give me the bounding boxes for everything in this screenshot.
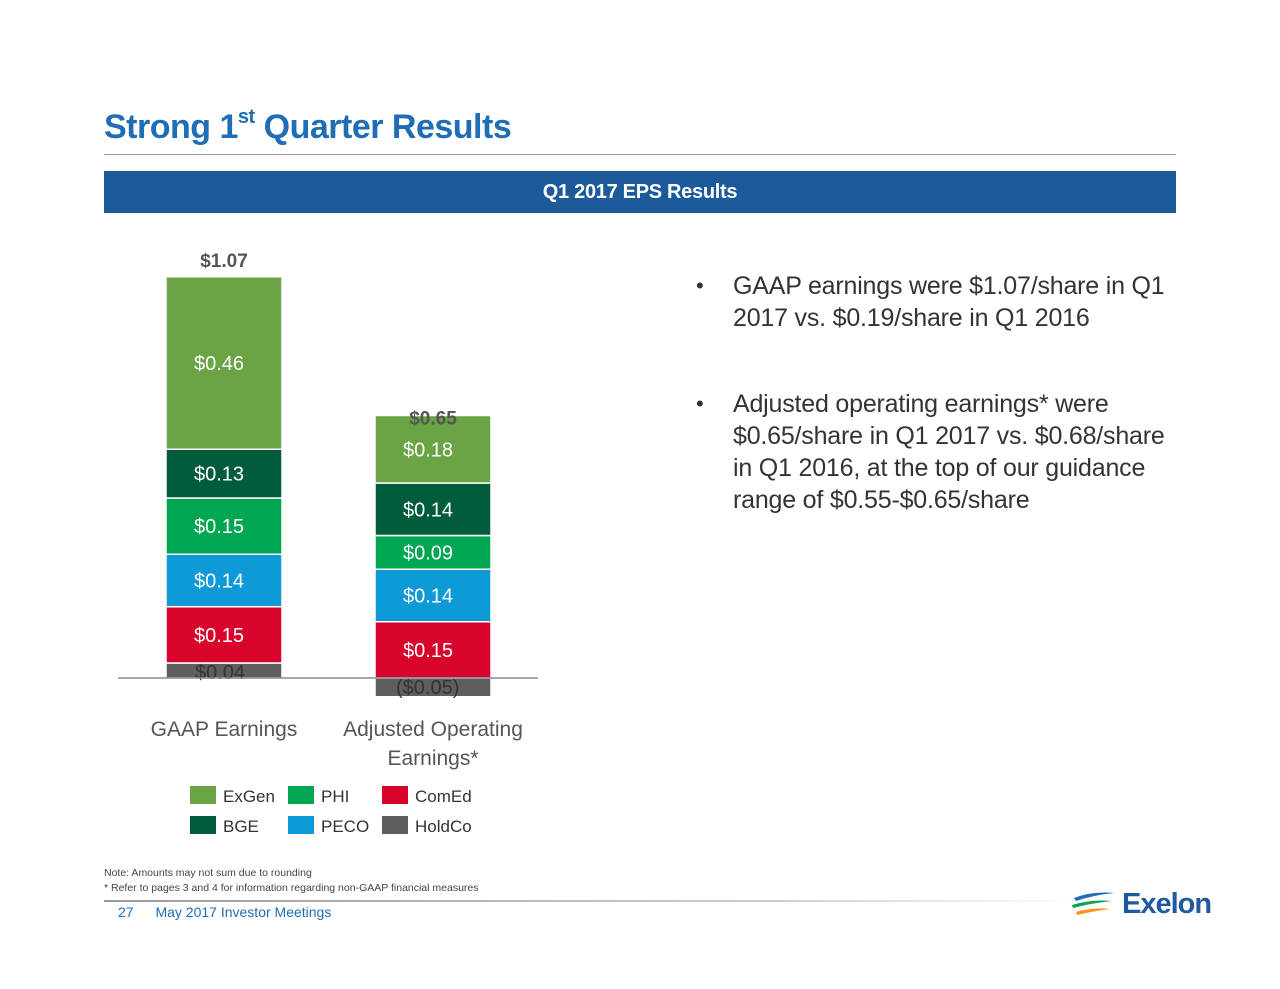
legend-label-exgen: ExGen [223, 787, 275, 806]
bar-total-label: $0.65 [409, 408, 457, 429]
legend-swatch-comed [382, 786, 408, 804]
title-divider [104, 154, 1176, 155]
footer-event: May 2017 Investor Meetings [155, 904, 332, 920]
legend-label-comed: ComEd [415, 787, 472, 806]
exelon-swoosh-icon [1072, 892, 1114, 915]
bar-value-label-phi: $0.09 [403, 542, 453, 564]
banner-title: Q1 2017 EPS Results [542, 180, 738, 203]
title-rest: Quarter Results [254, 108, 512, 146]
bullet-gaap-text: GAAP earnings were $1.07/share in Q1 201… [733, 272, 1165, 332]
bar-total-label: $1.07 [200, 251, 248, 272]
exelon-logo: Exelon [1070, 884, 1212, 924]
legend-label-holdco: HoldCo [415, 817, 472, 836]
title-superscript: st [237, 106, 255, 128]
bar-segment-bge [374, 482, 492, 537]
footnote-rounding: Note: Amounts may not sum due to roundin… [104, 867, 312, 879]
legend-label-bge: BGE [223, 817, 259, 836]
page-number: 27 [118, 904, 134, 920]
bar-value-label-exgen: $0.18 [403, 439, 453, 461]
bullet-adjusted-text: Adjusted operating earnings* were $0.65/… [733, 390, 1165, 514]
bar-value-label-holdco: $0.04 [195, 662, 245, 684]
legend-swatch-bge [190, 816, 216, 834]
legend-swatch-exgen [190, 786, 216, 804]
category-label: Earnings* [387, 747, 478, 770]
bullet-dot-icon: • [696, 391, 704, 416]
bar-value-label-bge: $0.13 [194, 464, 244, 486]
bar-segment-phi [165, 497, 283, 555]
bullet-gaap: • GAAP earnings were $1.07/share in Q1 20… [696, 270, 1176, 334]
legend-label-peco: PECO [321, 817, 369, 836]
bar-segment-exgen [165, 276, 283, 450]
bar-segment-phi [374, 534, 492, 570]
legend-swatch-phi [288, 786, 314, 804]
legend-swatch-peco [288, 816, 314, 834]
legend-swatch-holdco [382, 816, 408, 834]
footnotes: Note: Amounts may not sum due to roundin… [104, 866, 479, 896]
page-title: Strong 1st Quarter Results [104, 106, 512, 147]
bar-value-label-phi: $0.15 [194, 516, 244, 538]
footer-divider [104, 900, 1084, 902]
footer: 27 May 2017 Investor Meetings [118, 904, 331, 920]
bar-value-label-exgen: $0.46 [194, 353, 244, 375]
bar-segment-exgen [374, 414, 492, 484]
bar-segment-peco [374, 568, 492, 623]
category-label: Adjusted Operating [343, 718, 523, 741]
bar-value-label-peco: $0.14 [403, 586, 453, 608]
logo-wordmark: Exelon [1122, 888, 1212, 920]
bar-segment-bge [165, 448, 283, 499]
section-banner: Q1 2017 EPS Results [104, 171, 1176, 213]
eps-stacked-bar-chart: $0.04 $0.15 $0.14 $0.15 $0.13 $0.46 $1.07 GAAP … [118, 251, 538, 836]
bar-segment-comed [165, 606, 283, 664]
bar-value-label-holdco: ($0.05) [396, 677, 459, 699]
bar-value-label-comed: $0.15 [194, 625, 244, 647]
bar-value-label-peco: $0.14 [194, 571, 244, 593]
bullet-dot-icon: • [696, 273, 704, 298]
category-label: GAAP Earnings [151, 718, 298, 741]
bar-segment-comed [374, 621, 492, 679]
bar-value-label-comed: $0.15 [403, 640, 453, 662]
title-main: Strong 1 [104, 108, 238, 146]
bar-value-label-bge: $0.14 [403, 499, 453, 521]
bullet-adjusted: • Adjusted operating earnings* were $0.65… [696, 388, 1176, 516]
footnote-non-gaap: * Refer to pages 3 and 4 for information… [104, 882, 479, 894]
results-bullet-list: • GAAP earnings were $1.07/share in Q1 20… [696, 270, 1176, 570]
legend-label-phi: PHI [321, 787, 349, 806]
